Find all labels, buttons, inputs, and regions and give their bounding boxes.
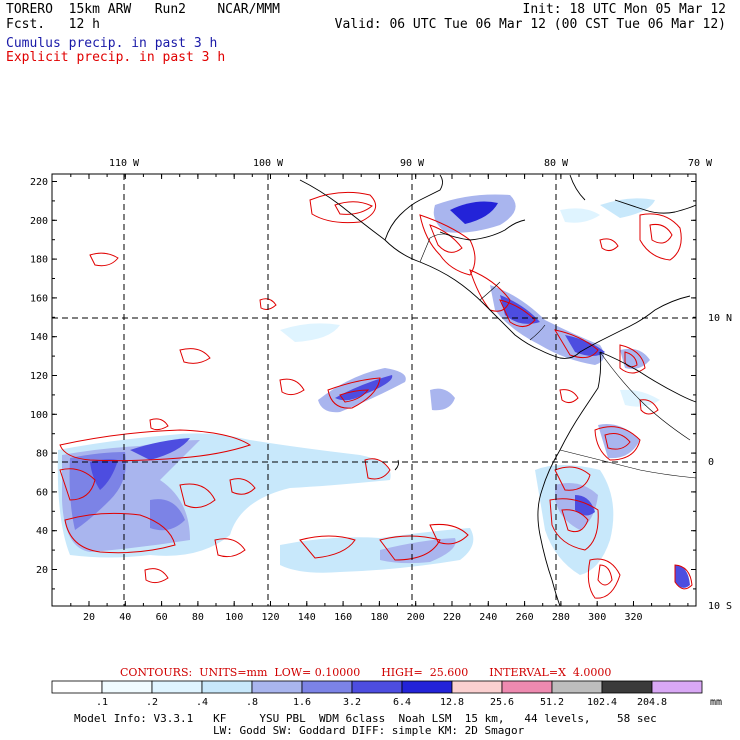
y-tick-label: 200 <box>30 216 48 227</box>
x-tick-label: 320 <box>624 612 642 623</box>
x-tick-label: 200 <box>407 612 425 623</box>
header-title: TORERO 15km ARW Run2 NCAR/MMM <box>6 2 280 17</box>
x-tick-label: 300 <box>588 612 606 623</box>
y-tick-label: 40 <box>36 526 48 537</box>
cumulus-precip-areas <box>57 194 690 588</box>
colorbar-label: 12.8 <box>440 697 464 708</box>
coastlines <box>299 174 697 607</box>
model-info-line2: LW: Godd SW: Goddard DIFF: simple KM: 2D… <box>213 724 525 737</box>
y-tick-label: 220 <box>30 177 48 188</box>
y-tick-label: 180 <box>30 255 48 266</box>
colorbar-label: 25.6 <box>490 697 514 708</box>
colorbar-label: 1.6 <box>293 697 311 708</box>
colorbar-swatch <box>651 680 703 694</box>
colorbar-swatch <box>51 680 103 694</box>
x-tick-label: 20 <box>83 612 95 623</box>
contours-info: CONTOURS: UNITS=mm LOW= 0.10000 HIGH= 25… <box>120 666 612 679</box>
country-borders <box>419 233 697 479</box>
y-tick-label: 160 <box>30 293 48 304</box>
colorbar-label: .2 <box>146 697 158 708</box>
lon-label: 80 W <box>544 158 569 169</box>
colorbar-label: 3.2 <box>343 697 361 708</box>
x-tick-label: 260 <box>516 612 534 623</box>
colorbar-swatch <box>551 680 603 694</box>
x-tick-label: 140 <box>298 612 316 623</box>
axis-labels: 220 200 180 160 140 120 100 80 60 40 20 20 40 60 80 100… <box>30 158 732 623</box>
colorbar: .1 .2 .4 .8 1.6 3.2 6.4 12.8 25.6 51.2 102.4 204.8 m… <box>51 680 722 708</box>
explicit-precip-contours <box>59 191 693 599</box>
y-tick-label: 60 <box>36 487 48 498</box>
x-tick-label: 280 <box>552 612 570 623</box>
legend-explicit: Explicit precip. in past 3 h <box>6 50 226 65</box>
x-tick-label: 100 <box>225 612 243 623</box>
lat-label: 10 S <box>708 601 732 612</box>
x-tick-label: 120 <box>261 612 279 623</box>
colorbar-swatch <box>501 680 553 694</box>
colorbar-swatch <box>251 680 303 694</box>
y-tick-label: 120 <box>30 371 48 382</box>
colorbar-unit: mm <box>710 697 722 708</box>
legend-cumulus: Cumulus precip. in past 3 h <box>6 36 218 51</box>
model-info-line1: Model Info: V3.3.1 KF YSU PBL WDM 6class… <box>74 712 657 725</box>
colorbar-label: .1 <box>96 697 108 708</box>
colorbar-swatch <box>401 680 453 694</box>
y-tick-label: 140 <box>30 332 48 343</box>
y-tick-label: 100 <box>30 410 48 421</box>
colorbar-swatch <box>601 680 653 694</box>
colorbar-label: .4 <box>196 697 208 708</box>
lon-label: 110 W <box>109 158 140 169</box>
colorbar-swatch <box>151 680 203 694</box>
axis-ticks <box>52 174 696 606</box>
lat-label: 0 <box>708 457 714 468</box>
colorbar-label: 51.2 <box>540 697 564 708</box>
colorbar-swatch <box>451 680 503 694</box>
x-tick-label: 80 <box>192 612 204 623</box>
colorbar-swatch <box>351 680 403 694</box>
x-tick-label: 60 <box>156 612 168 623</box>
lon-label: 70 W <box>688 158 713 169</box>
y-tick-label: 80 <box>36 449 48 460</box>
lon-label: 90 W <box>400 158 425 169</box>
header-forecast: Fcst. 12 h <box>6 17 100 32</box>
colorbar-swatch <box>301 680 353 694</box>
header-init: Init: 18 UTC Mon 05 Mar 12 <box>522 2 727 17</box>
colorbar-label: 102.4 <box>587 697 617 708</box>
x-tick-label: 40 <box>119 612 131 623</box>
colorbar-label: .8 <box>246 697 258 708</box>
y-tick-label: 20 <box>36 565 48 576</box>
colorbar-swatch <box>101 680 153 694</box>
plot-frame <box>51 173 697 607</box>
lat-label: 10 N <box>708 313 732 324</box>
colorbar-label: 6.4 <box>393 697 411 708</box>
x-tick-label: 240 <box>479 612 497 623</box>
colorbar-label: 204.8 <box>637 697 667 708</box>
header-valid: Valid: 06 UTC Tue 06 Mar 12 (00 CST Tue … <box>334 17 726 32</box>
x-tick-label: 160 <box>334 612 352 623</box>
colorbar-swatch <box>201 680 253 694</box>
lon-label: 100 W <box>253 158 284 169</box>
x-tick-label: 180 <box>370 612 388 623</box>
latlon-grid <box>52 174 696 606</box>
x-tick-label: 220 <box>443 612 461 623</box>
